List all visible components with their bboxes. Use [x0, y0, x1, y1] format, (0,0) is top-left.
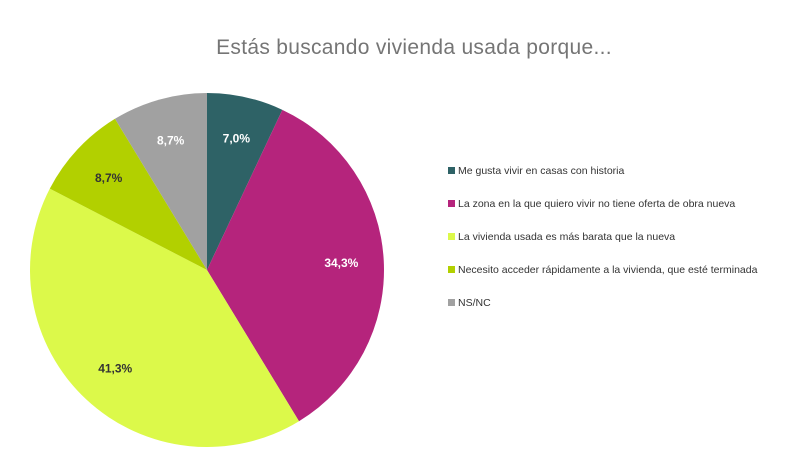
legend-item: La zona en la que quiero vivir no tiene … — [448, 197, 757, 210]
legend-item: La vivienda usada es más barata que la n… — [448, 230, 757, 243]
slice-data-label: 8,7% — [95, 171, 123, 185]
chart-legend: Me gusta vivir en casas con historia La z… — [448, 165, 757, 330]
slice-data-label: 41,3% — [98, 361, 132, 375]
pie-slice — [49, 118, 207, 270]
legend-item: Me gusta vivir en casas con historia — [448, 164, 757, 177]
slice-data-label: 34,3% — [324, 256, 358, 270]
pie-slice — [29, 188, 300, 447]
legend-swatch — [448, 167, 455, 174]
legend-swatch — [448, 200, 455, 207]
legend-item: NS/NC — [448, 296, 757, 309]
slice-data-label: 7,0% — [223, 132, 251, 146]
pie-slice — [114, 93, 207, 270]
pie-slice — [207, 93, 283, 270]
legend-label: Me gusta vivir en casas con historia — [458, 164, 625, 177]
chart-title: Estás buscando vivienda usada porque... — [216, 36, 612, 59]
legend-label: Necesito acceder rápidamente a la vivien… — [458, 263, 758, 276]
slice-data-label: 8,7% — [157, 133, 185, 147]
legend-swatch — [448, 233, 455, 240]
legend-swatch — [448, 266, 455, 273]
pie-slice — [207, 109, 384, 422]
legend-label: NS/NC — [458, 296, 491, 309]
legend-label: La zona en la que quiero vivir no tiene … — [458, 197, 736, 210]
legend-item: Necesito acceder rápidamente a la vivien… — [448, 263, 758, 276]
legend-label: La vivienda usada es más barata que la n… — [458, 230, 676, 243]
legend-swatch — [448, 299, 455, 306]
